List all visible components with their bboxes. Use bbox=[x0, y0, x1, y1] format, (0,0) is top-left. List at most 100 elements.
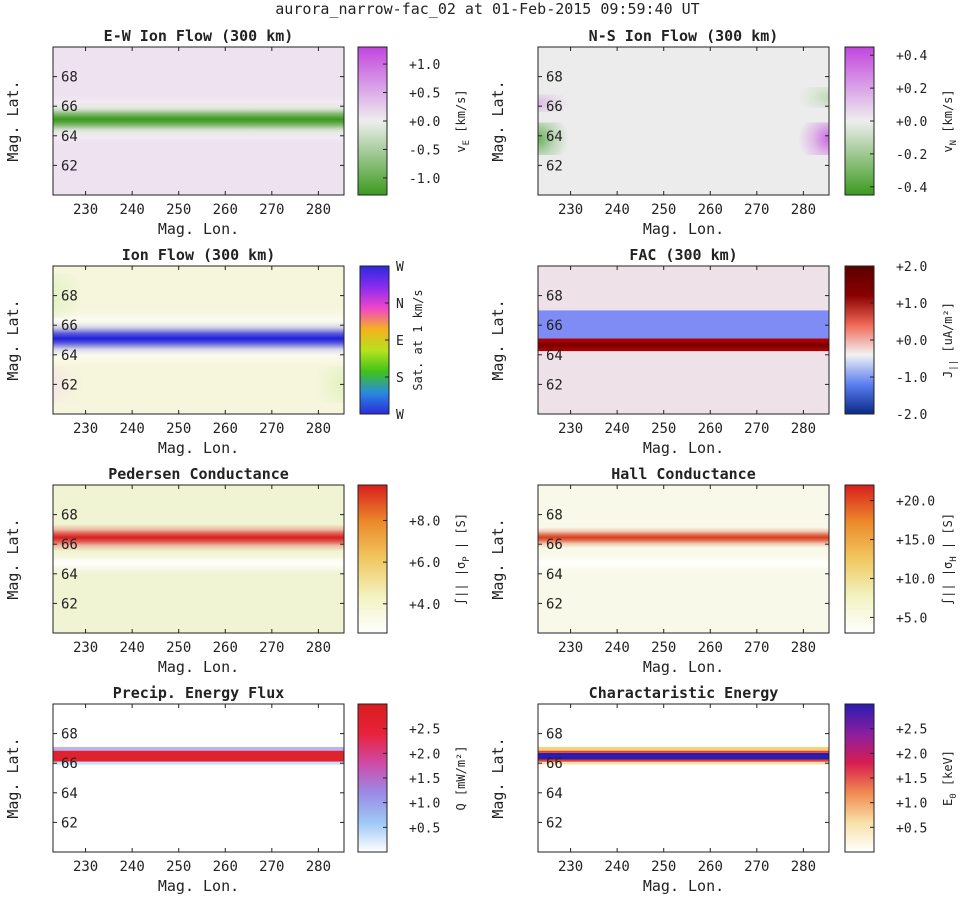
colorbar-label-main: Sat. at 1 km/s bbox=[411, 289, 425, 390]
y-axis-label: Mag. Lat. bbox=[4, 299, 22, 380]
x-tick-label: 230 bbox=[558, 202, 583, 218]
colorbar-tick-label: +2.5 bbox=[409, 723, 440, 738]
colorbar-label-sub: || bbox=[949, 360, 959, 371]
colorbar-tick-label: -0.4 bbox=[896, 181, 927, 196]
heatmap-band bbox=[538, 527, 829, 548]
colorbar-tick-label: -1.0 bbox=[896, 371, 927, 386]
heatmap-edge bbox=[310, 365, 344, 403]
heatmap-edge bbox=[53, 273, 87, 318]
heatmap-ns bbox=[538, 47, 829, 195]
colorbar-tick-label: +4.0 bbox=[409, 598, 440, 613]
x-tick-label: 280 bbox=[791, 421, 816, 437]
y-axis-label: Mag. Lat. bbox=[489, 737, 507, 818]
x-tick-label: 260 bbox=[213, 859, 238, 875]
y-tick-label: 68 bbox=[546, 508, 563, 524]
colorbar-label: Q [mW/m²] bbox=[454, 745, 468, 810]
heatmap-band bbox=[538, 339, 829, 352]
colorbar-label-unit: [km/s] bbox=[941, 89, 955, 140]
heatmap-edge bbox=[795, 86, 829, 108]
y-tick-label: 66 bbox=[546, 537, 563, 553]
y-tick-label: 62 bbox=[546, 377, 563, 393]
plot-frame bbox=[537, 703, 830, 853]
heatmap-edge bbox=[538, 94, 572, 113]
heatmap-band bbox=[538, 752, 829, 760]
x-axis-label: Mag. Lon. bbox=[643, 658, 724, 676]
y-tick-label: 68 bbox=[61, 289, 78, 305]
y-axis-label: Mag. Lat. bbox=[489, 299, 507, 380]
x-tick-label: 230 bbox=[558, 640, 583, 656]
x-tick-label: 280 bbox=[791, 859, 816, 875]
y-axis-label: Mag. Lat. bbox=[4, 737, 22, 818]
colorbar-tick-label: +0.5 bbox=[896, 821, 927, 836]
y-tick-label: 68 bbox=[61, 727, 78, 743]
y-tick-label: 66 bbox=[61, 99, 78, 115]
colorbar-tick-label: E bbox=[396, 334, 404, 349]
x-tick-label: 250 bbox=[651, 640, 676, 656]
heatmap-ew bbox=[53, 47, 344, 195]
colorbar-label: J|| [uA/m²] bbox=[941, 302, 959, 378]
x-tick-label: 240 bbox=[120, 640, 145, 656]
x-tick-label: 270 bbox=[259, 421, 284, 437]
plot-frame bbox=[52, 265, 345, 415]
colorbar-tick-label: +1.0 bbox=[896, 797, 927, 812]
y-tick-label: 64 bbox=[61, 348, 78, 364]
x-tick-label: 270 bbox=[259, 859, 284, 875]
plot-frame bbox=[537, 484, 830, 634]
y-tick-label: 64 bbox=[61, 786, 78, 802]
x-tick-label: 270 bbox=[744, 859, 769, 875]
colorbar-tick-label: +0.2 bbox=[896, 82, 927, 97]
x-tick-label: 240 bbox=[120, 859, 145, 875]
heatmap-band bbox=[53, 552, 344, 575]
heatmap-band bbox=[53, 121, 344, 145]
x-tick-label: 270 bbox=[259, 640, 284, 656]
colorbar-tick-label: N bbox=[396, 297, 404, 312]
colorbar-label-sub: P bbox=[462, 556, 472, 562]
colorbar-label-unit: [keV] bbox=[941, 750, 955, 793]
colorbar-label-main: J bbox=[941, 371, 955, 378]
x-tick-label: 260 bbox=[698, 859, 723, 875]
heatmap-edge bbox=[53, 365, 87, 403]
x-tick-label: 260 bbox=[213, 640, 238, 656]
colorbar-label-main: ∫|| |σ bbox=[454, 562, 468, 605]
x-tick-label: 230 bbox=[73, 421, 98, 437]
panel-ns: N-S Ion Flow (300 km) 62 64 66 68 230 240 250 26… bbox=[489, 27, 959, 238]
x-tick-label: 280 bbox=[791, 202, 816, 218]
colorbar-tick-label: +1.5 bbox=[896, 772, 927, 787]
colorbar-tick-label: +5.0 bbox=[896, 611, 927, 626]
x-tick-label: 230 bbox=[73, 640, 98, 656]
heatmap-hall bbox=[538, 485, 829, 633]
x-tick-label: 240 bbox=[605, 202, 630, 218]
colorbar bbox=[844, 484, 875, 634]
panel-ion: Ion Flow (300 km) 62 64 66 68 230 240 250 260 270… bbox=[4, 246, 425, 457]
panel-title: Charactaristic Energy bbox=[589, 684, 779, 702]
colorbar-label: ∫|| |σH | [S] bbox=[941, 513, 959, 605]
x-tick-label: 260 bbox=[698, 640, 723, 656]
colorbar-label-main: v bbox=[454, 145, 468, 152]
x-tick-label: 240 bbox=[605, 859, 630, 875]
y-tick-label: 64 bbox=[61, 129, 78, 145]
colorbar-tick-label: +1.0 bbox=[409, 797, 440, 812]
panel-title: Pedersen Conductance bbox=[108, 465, 289, 483]
x-tick-label: 280 bbox=[306, 640, 331, 656]
x-tick-label: 270 bbox=[744, 421, 769, 437]
heatmap-ion bbox=[53, 266, 344, 414]
x-tick-label: 230 bbox=[73, 202, 98, 218]
y-axis-label: Mag. Lat. bbox=[4, 518, 22, 599]
heatmap-band bbox=[538, 310, 829, 339]
y-tick-label: 66 bbox=[61, 537, 78, 553]
colorbar-label-unit: | [S] bbox=[941, 513, 955, 556]
heatmap-background bbox=[53, 704, 344, 852]
colorbar-label: Sat. at 1 km/s bbox=[411, 289, 425, 390]
colorbar-tick-label: +1.0 bbox=[409, 58, 440, 73]
y-tick-label: 68 bbox=[546, 70, 563, 86]
colorbar-tick-label: +6.0 bbox=[409, 556, 440, 571]
figure-title: aurora_narrow-fac_02 at 01-Feb-2015 09:5… bbox=[275, 0, 700, 18]
colorbar-tick-label: +1.0 bbox=[896, 297, 927, 312]
plot-frame bbox=[52, 46, 345, 196]
colorbar-tick-label: +2.0 bbox=[409, 747, 440, 762]
x-axis-label: Mag. Lon. bbox=[158, 658, 239, 676]
x-tick-label: 240 bbox=[605, 640, 630, 656]
colorbar-tick-label: W bbox=[396, 408, 404, 423]
colorbar-tick-label: +8.0 bbox=[409, 514, 440, 529]
colorbar-label-sub: N bbox=[949, 140, 959, 145]
